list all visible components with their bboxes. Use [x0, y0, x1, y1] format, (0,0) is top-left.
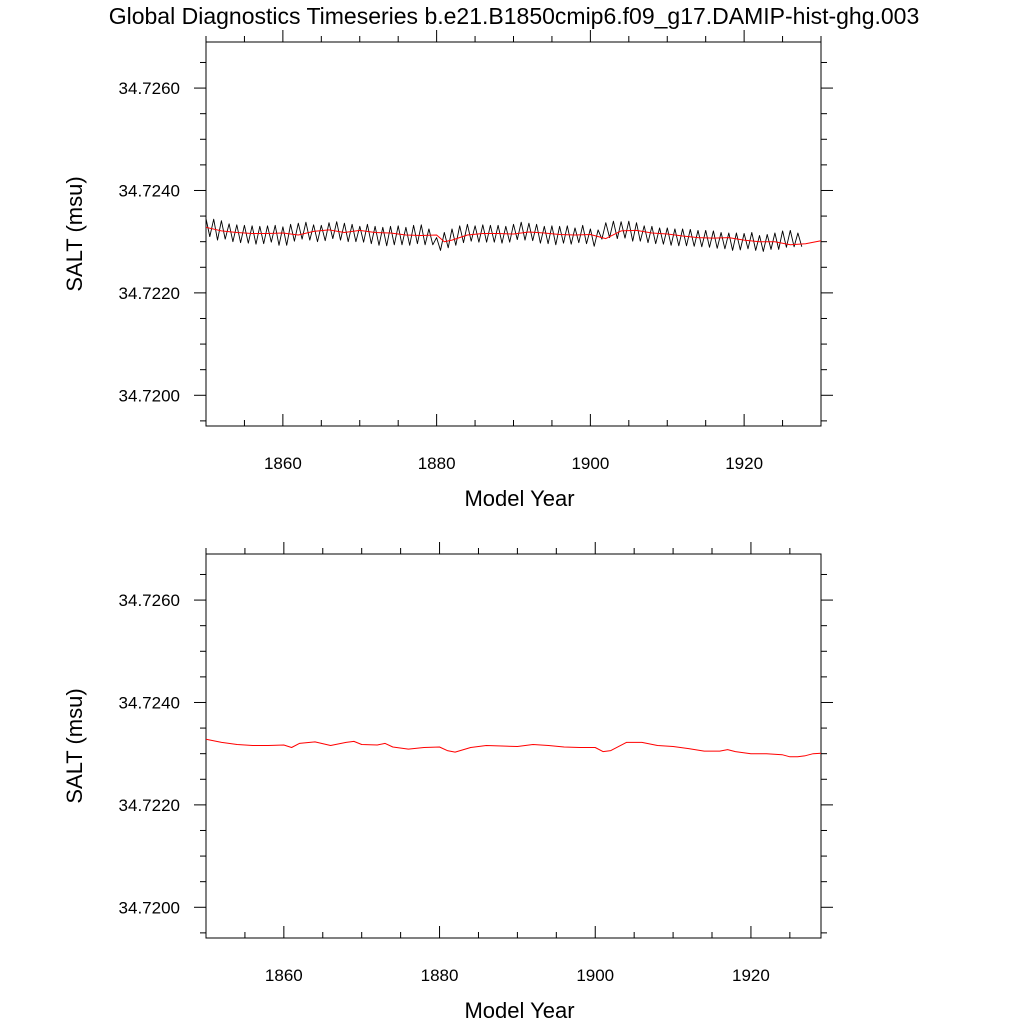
x-tick-label: 1860 — [265, 966, 303, 985]
y-tick-label: 34.7220 — [119, 284, 180, 303]
x-tick-label: 1900 — [571, 454, 609, 473]
x-tick-label: 1900 — [576, 966, 614, 985]
y-tick-label: 34.7220 — [119, 796, 180, 815]
y-axis-label: SALT (msu) — [62, 176, 87, 291]
series-line-annual — [205, 738, 822, 758]
x-axis-label: Model Year — [464, 998, 574, 1023]
y-tick-label: 34.7200 — [119, 386, 180, 405]
figure-title: Global Diagnostics Timeseries b.e21.B185… — [109, 3, 920, 29]
panel-top: 1860 1880 1900 1920 34.7200 34.7220 34.7240 34.… — [62, 30, 833, 511]
y-tick-label: 34.7240 — [119, 693, 180, 712]
x-tick-label: 1880 — [421, 966, 459, 985]
y-tick-label: 34.7200 — [119, 898, 180, 917]
y-tick-label: 34.7240 — [119, 181, 180, 200]
series-line-annual — [205, 226, 822, 246]
x-tick-label: 1920 — [725, 454, 763, 473]
y-tick-label: 34.7260 — [119, 591, 180, 610]
panel-bottom: 1860 1880 1900 1920 34.7200 34.7220 34.7240 34.… — [62, 542, 833, 1023]
plot-frame — [205, 553, 822, 939]
x-axis-label: Model Year — [464, 486, 574, 511]
x-tick-label: 1920 — [732, 966, 770, 985]
x-tick-label: 1880 — [418, 454, 456, 473]
y-axis-label: SALT (msu) — [62, 688, 87, 803]
series-line-monthly — [205, 218, 803, 252]
x-tick-label: 1860 — [264, 454, 302, 473]
y-tick-label: 34.7260 — [119, 79, 180, 98]
